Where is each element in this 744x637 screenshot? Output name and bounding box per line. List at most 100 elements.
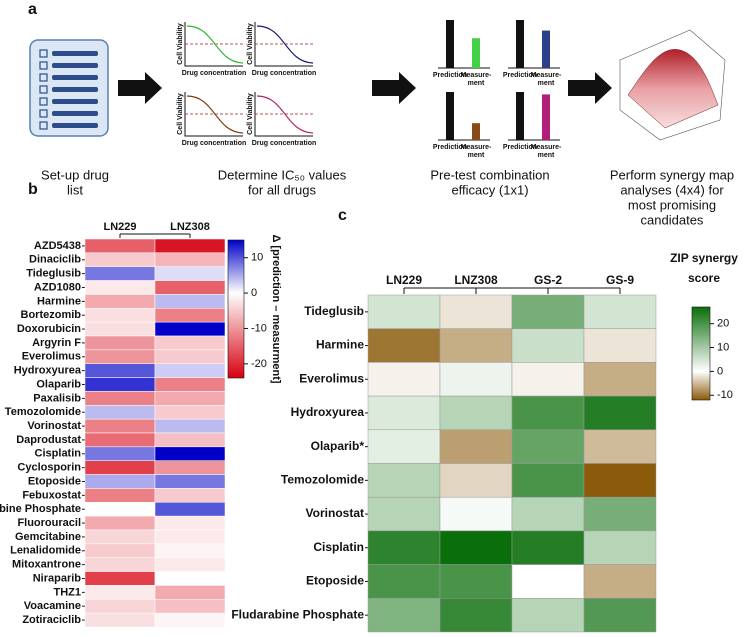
heatmap-cell bbox=[84, 238, 156, 254]
heatmap-cell bbox=[154, 432, 226, 448]
heatmap-cell bbox=[154, 418, 226, 434]
heatmap-cell bbox=[511, 564, 585, 599]
heatmap-cell bbox=[511, 362, 585, 397]
heatmap-cell bbox=[154, 543, 226, 558]
heatmap-cell bbox=[84, 474, 156, 489]
colorbar bbox=[227, 239, 245, 379]
row-label: Fludarabine Phosphate bbox=[0, 503, 81, 515]
bar-label: Prediction bbox=[503, 72, 537, 79]
colorbar-tick-label: 10 bbox=[717, 341, 729, 353]
heatmap-cell bbox=[154, 266, 226, 281]
row-label: Cisplatin bbox=[313, 540, 364, 554]
heatmap-cell bbox=[84, 571, 156, 586]
heatmap-cell bbox=[154, 252, 226, 267]
heatmap-cell bbox=[583, 564, 657, 599]
heatmap-cell bbox=[84, 585, 156, 600]
heatmap-cell bbox=[84, 391, 156, 406]
row-label: Cisplatin bbox=[35, 448, 82, 460]
panel-label: a bbox=[28, 1, 37, 18]
heatmap-cell bbox=[439, 496, 513, 532]
panel-label: c bbox=[338, 207, 347, 224]
bar-label: Prediction bbox=[433, 144, 467, 151]
heatmap-cell bbox=[84, 515, 156, 531]
row-label: Daprodustat bbox=[16, 434, 81, 446]
row-label: Paxalisib bbox=[33, 392, 81, 404]
x-axis-label: Drug concentration bbox=[252, 70, 317, 77]
heatmap-cell bbox=[439, 429, 513, 464]
step-label: most promising bbox=[628, 197, 716, 212]
heatmap-cell bbox=[511, 598, 585, 633]
colorbar-tick-label: 0 bbox=[251, 287, 257, 299]
heatmap-cell bbox=[511, 496, 585, 532]
bar-label: ment bbox=[538, 152, 555, 159]
row-label: Tideglusib bbox=[26, 268, 81, 280]
drug-list-icon bbox=[29, 39, 109, 137]
heatmap-cell bbox=[154, 599, 226, 614]
row-label: Etoposide bbox=[306, 574, 364, 588]
heatmap-cell bbox=[367, 598, 441, 633]
row-label: Vorinostat bbox=[27, 420, 81, 432]
colorbar-title: ZIP synergy bbox=[670, 251, 738, 265]
synergy-surface bbox=[619, 29, 726, 141]
heatmap-cell bbox=[84, 460, 156, 475]
heatmap-cell bbox=[84, 363, 156, 378]
heatmap-cell bbox=[439, 294, 513, 329]
heatmap-cell bbox=[84, 377, 156, 392]
heatmap-cell bbox=[154, 308, 226, 323]
row-label: Harmine bbox=[316, 338, 364, 352]
bar-label: Prediction bbox=[503, 144, 537, 151]
column-label: LNZ308 bbox=[454, 273, 498, 287]
heatmap-cell bbox=[84, 557, 156, 572]
heatmap-cell bbox=[583, 362, 657, 397]
row-label: Argyrin F bbox=[32, 337, 81, 349]
heatmap-cell bbox=[154, 377, 226, 392]
row-label: Temozolomide bbox=[281, 473, 364, 487]
row-label: AZD1080 bbox=[34, 281, 81, 293]
row-label: Cyclosporin bbox=[17, 462, 81, 474]
heatmap-cell bbox=[154, 349, 226, 364]
plot-axes bbox=[184, 22, 243, 67]
heatmap-cell bbox=[583, 463, 657, 498]
heatmap-cell bbox=[439, 564, 513, 599]
colorbar bbox=[691, 306, 711, 401]
heatmap-cell bbox=[511, 395, 585, 431]
bar-label: Prediction bbox=[433, 72, 467, 79]
heatmap-cell bbox=[511, 429, 585, 464]
heatmap-cell bbox=[84, 418, 156, 434]
row-label: Bortezomib bbox=[21, 309, 82, 321]
heatmap-cell bbox=[84, 280, 156, 295]
heatmap-cell bbox=[439, 328, 513, 363]
heatmap-cell bbox=[154, 571, 226, 586]
row-label: Olaparib bbox=[36, 378, 81, 390]
x-axis-label: Drug concentration bbox=[182, 140, 247, 147]
row-label: AZD5438 bbox=[34, 240, 81, 252]
row-label: Mitoxantrone bbox=[12, 559, 81, 571]
heatmap-cell bbox=[367, 496, 441, 532]
prediction-bar bbox=[446, 92, 454, 140]
row-label: Tideglusib bbox=[304, 304, 364, 318]
heatmap-cell bbox=[367, 463, 441, 498]
heatmap-cell bbox=[84, 405, 156, 420]
y-axis-label: Cell Viability bbox=[247, 93, 254, 135]
heatmap-cell bbox=[367, 362, 441, 397]
step-label: efficacy (1x1) bbox=[451, 182, 528, 197]
measurement-bar bbox=[472, 38, 480, 68]
row-label: THZ1 bbox=[54, 586, 82, 598]
heatmap-cell bbox=[511, 463, 585, 498]
y-axis-label: Cell Viability bbox=[177, 93, 184, 135]
prediction-bar bbox=[516, 92, 524, 140]
heatmap-cell bbox=[154, 585, 226, 600]
column-label: LNZ308 bbox=[170, 221, 210, 233]
row-label: Lenalidomide bbox=[10, 545, 81, 557]
column-label: GS-9 bbox=[606, 273, 634, 287]
heatmap-cell bbox=[583, 496, 657, 532]
heatmap-cell bbox=[439, 463, 513, 498]
row-label: Dinaciclib bbox=[29, 254, 81, 266]
heatmap-cell bbox=[154, 321, 226, 337]
heatmap-cell bbox=[154, 612, 226, 628]
bar-label: Measure- bbox=[461, 72, 492, 79]
heatmap-cell bbox=[439, 395, 513, 431]
y-axis-label: Cell Viability bbox=[247, 23, 254, 65]
